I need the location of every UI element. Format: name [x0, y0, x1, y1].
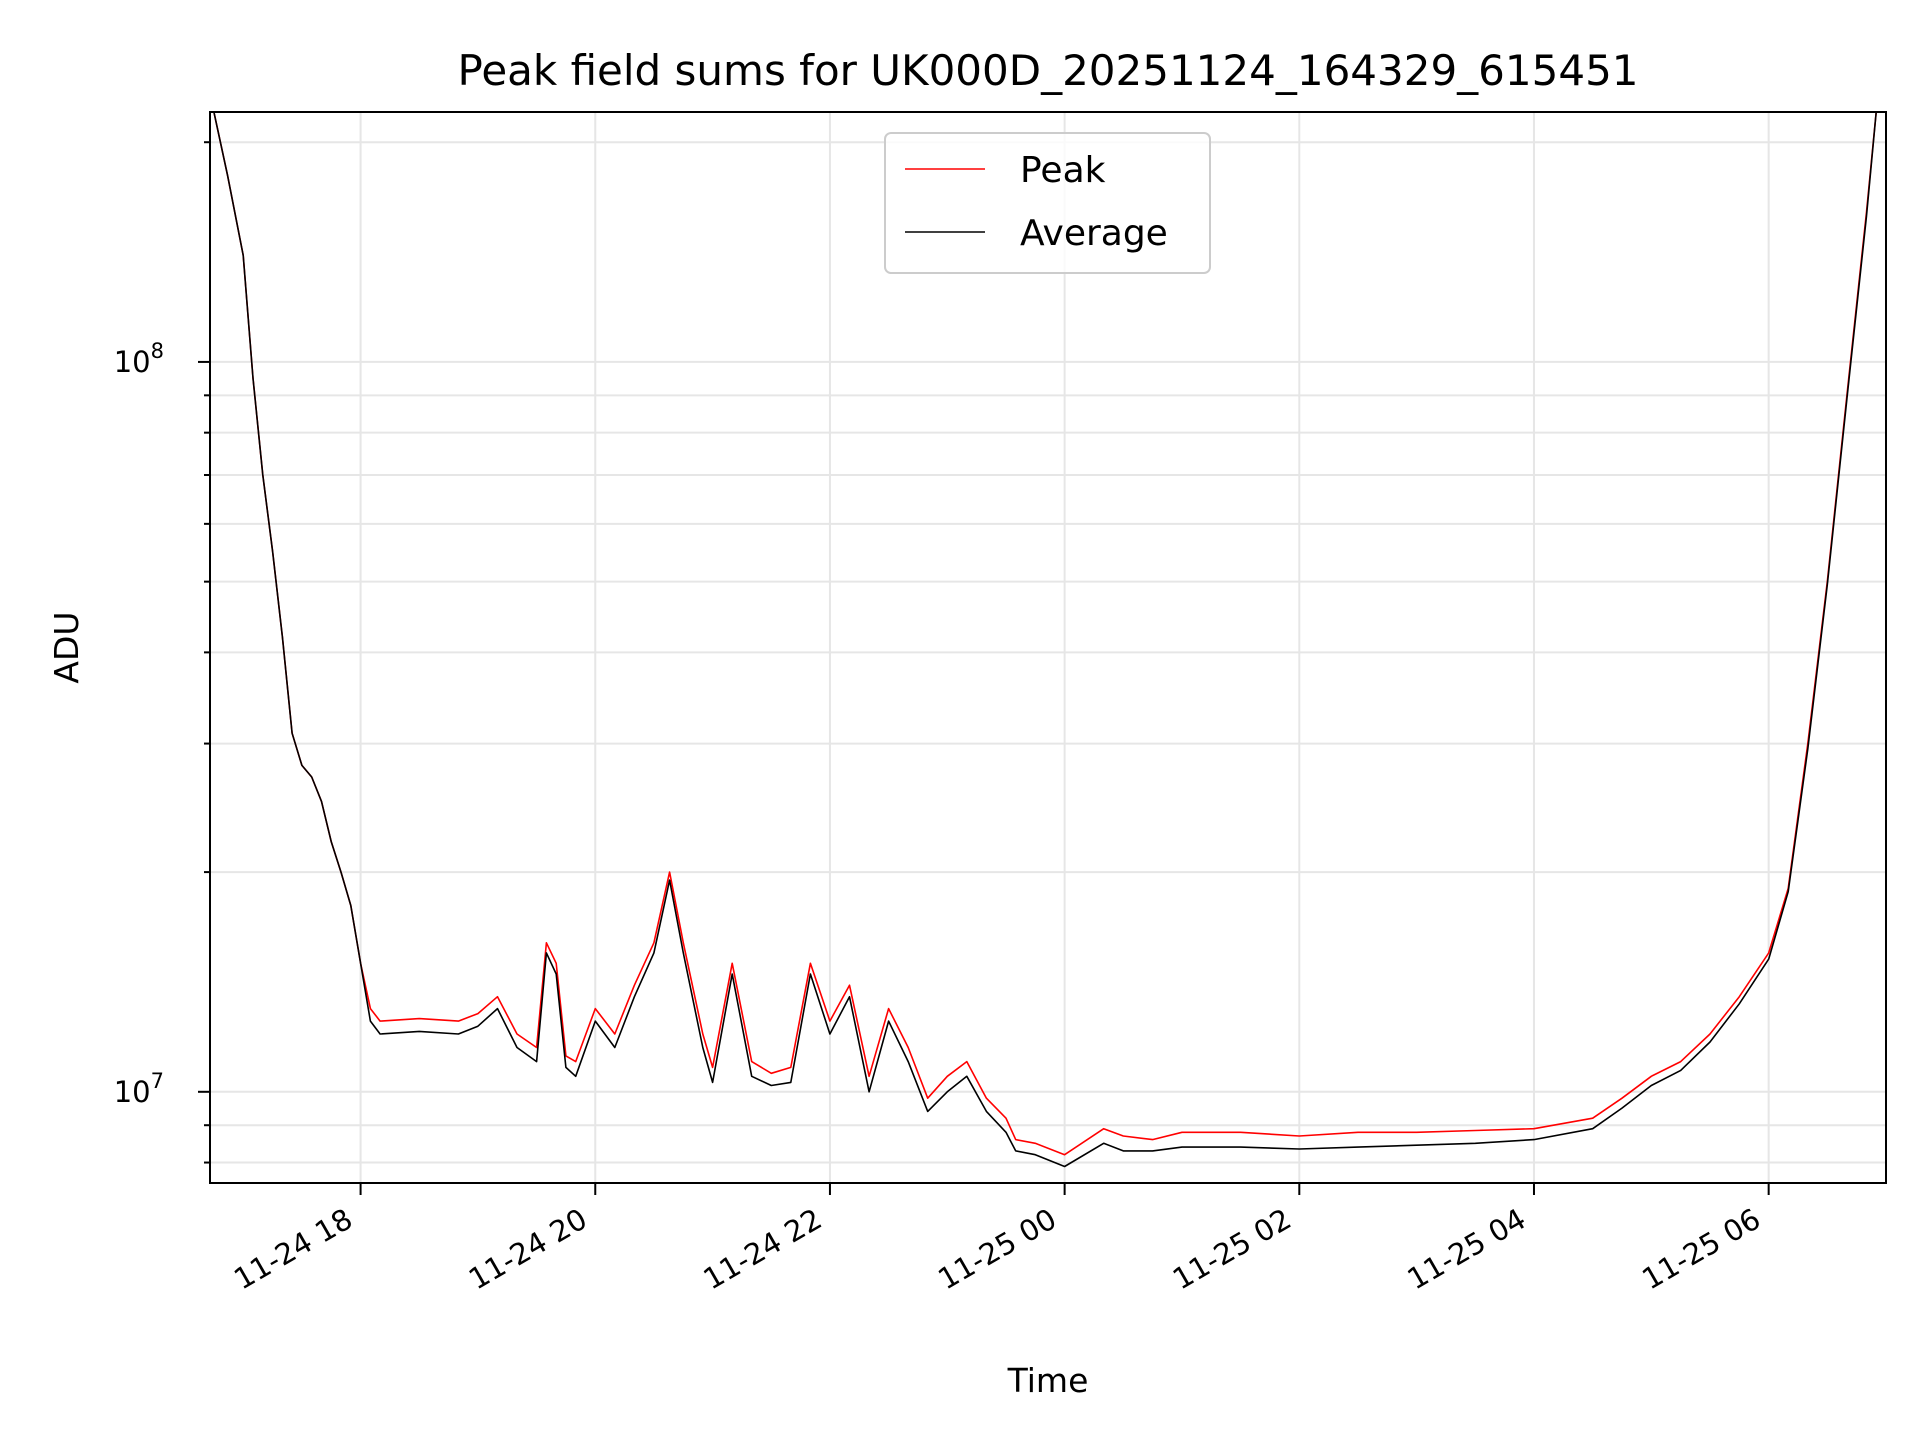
legend-label-peak: Peak	[1020, 150, 1106, 191]
legend-box	[884, 132, 1211, 274]
chart-title: Peak field sums for UK000D_20251124_1643…	[457, 46, 1638, 95]
y-tick-base: 10	[114, 1075, 151, 1109]
plot-frame	[209, 111, 1887, 1184]
y-axis-label: ADU	[47, 611, 86, 683]
legend-label-average: Average	[1020, 213, 1168, 254]
y-tick-exponent: 7	[151, 1069, 164, 1093]
y-tick-label: 107	[114, 1069, 164, 1109]
legend: Peak Average	[884, 132, 1211, 274]
x-axis-label: Time	[1007, 1361, 1089, 1400]
y-tick-base: 10	[114, 345, 151, 379]
y-tick-label: 108	[114, 339, 164, 379]
series-line-average	[213, 112, 1877, 1168]
plot-area	[213, 112, 1877, 1168]
grid	[210, 112, 1886, 1183]
y-tick-exponent: 8	[151, 339, 164, 363]
